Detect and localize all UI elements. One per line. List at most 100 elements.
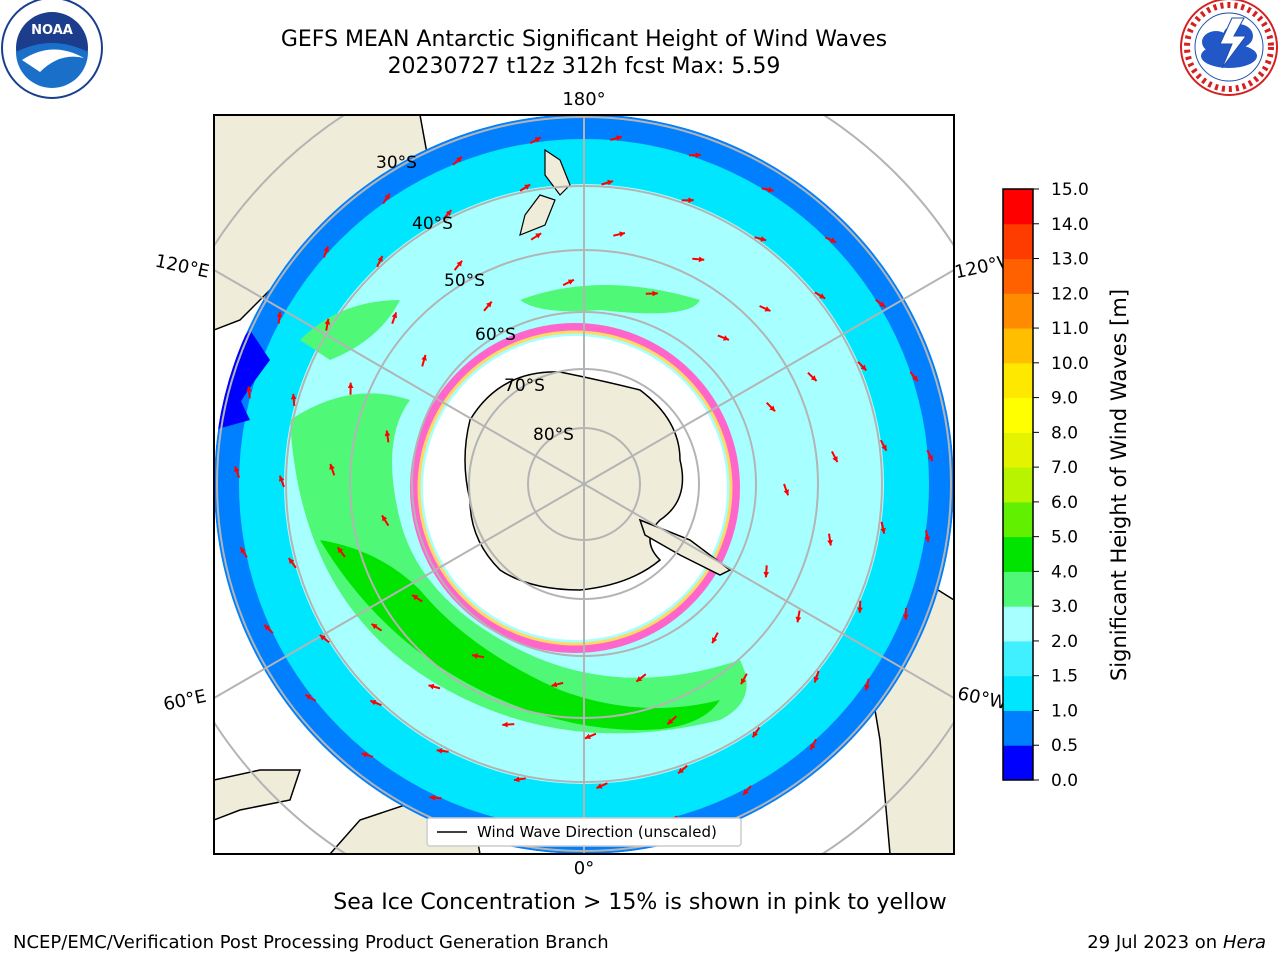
colorbar-border bbox=[1002, 188, 1034, 781]
colorbar-tick-label: 13.0 bbox=[1051, 250, 1089, 270]
footer-date: 29 Jul 2023 on bbox=[1087, 932, 1223, 953]
wave-arrow-head bbox=[678, 767, 684, 774]
wave-arrow-head bbox=[514, 776, 520, 783]
wave-arrow-head bbox=[329, 463, 335, 470]
colorbar-segment bbox=[1003, 432, 1033, 468]
colorbar-tick-label: 10.0 bbox=[1051, 354, 1089, 374]
wave-arrow-head bbox=[337, 547, 344, 554]
wave-swath-moderate bbox=[290, 393, 747, 734]
wave-arrow-head bbox=[924, 536, 931, 542]
colorbar-tick-label: 1.0 bbox=[1051, 701, 1078, 721]
lat-label-80s: 80°S bbox=[533, 425, 574, 445]
wave-arrow-head bbox=[763, 571, 770, 578]
wave-arrow-head bbox=[795, 616, 802, 623]
wave-arrow-head bbox=[456, 156, 462, 163]
wave-arrow-head bbox=[290, 393, 297, 400]
legend-label: Wind Wave Direction (unscaled) bbox=[477, 823, 717, 841]
colorbar-tick-label: 6.0 bbox=[1051, 493, 1078, 513]
wave-arrow-head bbox=[636, 676, 643, 682]
wave-arrow-head bbox=[421, 354, 427, 361]
wave-arrow-head bbox=[596, 783, 603, 789]
wave-arrow-head bbox=[927, 455, 933, 461]
colorbar-tick-label: 14.0 bbox=[1051, 215, 1089, 235]
colorbar-segment bbox=[1003, 640, 1033, 677]
colorbar-segment bbox=[1003, 328, 1033, 364]
lon-label-180: 180° bbox=[562, 89, 605, 110]
colorbar-tick-label: 15.0 bbox=[1051, 180, 1089, 200]
wave-arrow-head bbox=[234, 466, 240, 473]
colorbar-tick-label: 0.0 bbox=[1051, 771, 1078, 791]
colorbar-segment bbox=[1003, 675, 1033, 711]
lat-label-60s: 60°S bbox=[475, 325, 516, 345]
colorbar-tick-label: 0.5 bbox=[1051, 736, 1078, 756]
wave-arrow-head bbox=[879, 301, 886, 307]
wave-arrow-head bbox=[616, 135, 622, 141]
wave-arrow-head bbox=[743, 789, 749, 795]
wave-arrow-head bbox=[741, 678, 747, 685]
graticule bbox=[214, 115, 954, 854]
sea-ice-note: Sea Ice Concentration > 15% is shown in … bbox=[333, 890, 947, 915]
lon-label-60e: 60°E bbox=[162, 686, 209, 716]
colorbar-tick-label: 5.0 bbox=[1051, 528, 1078, 548]
wave-arrow-head bbox=[288, 558, 295, 564]
colorbar-segment bbox=[1003, 571, 1033, 607]
map-legend: Wind Wave Direction (unscaled) bbox=[426, 817, 742, 847]
wave-arrow-head bbox=[412, 594, 419, 601]
wave-arrow-head bbox=[712, 637, 718, 644]
lat-label-50s: 50°S bbox=[444, 271, 485, 291]
wave-arrow-head bbox=[619, 231, 625, 237]
wave-arrow-head bbox=[584, 733, 591, 739]
colorbar-segment bbox=[1003, 606, 1033, 642]
wave-arrow-head bbox=[370, 700, 377, 706]
wave-arrow-head bbox=[830, 237, 837, 243]
lat-label-70s: 70°S bbox=[504, 376, 545, 396]
wave-arrow-head bbox=[723, 335, 729, 341]
wave-arrow-head bbox=[551, 681, 558, 688]
wave-arrow-head bbox=[319, 635, 326, 641]
wave-arrow-head bbox=[752, 731, 758, 738]
wave-arrow-head bbox=[903, 614, 909, 620]
wave-arrow-head bbox=[371, 623, 378, 630]
wave-arrow-head bbox=[486, 301, 492, 308]
wave-arrow-head bbox=[768, 186, 774, 193]
wave-arrow-head bbox=[324, 318, 331, 325]
colorbar-segment bbox=[1003, 710, 1033, 746]
colorbar-segment bbox=[1003, 467, 1033, 503]
nws-logo bbox=[1180, 0, 1278, 96]
wave-arrow-head bbox=[652, 290, 658, 297]
wave-arrow-head bbox=[246, 386, 252, 392]
wave-arrow-head bbox=[445, 210, 452, 216]
wave-arrow-head bbox=[347, 382, 354, 388]
wave-arrow-head bbox=[264, 624, 271, 631]
lat-label-30s: 30°S bbox=[376, 153, 417, 173]
wave-arrow-head bbox=[688, 197, 694, 204]
wave-arrow-head bbox=[361, 752, 368, 758]
wave-arrow-head bbox=[832, 456, 838, 463]
wave-arrow-head bbox=[607, 179, 613, 186]
wave-arrow-head bbox=[377, 256, 383, 262]
map-frame bbox=[213, 114, 955, 855]
wave-arrow-head bbox=[382, 515, 388, 522]
colorbar-tick-label: 9.0 bbox=[1051, 389, 1078, 409]
madagascar-land bbox=[214, 769, 302, 821]
wave-arrow-head bbox=[502, 721, 508, 728]
wave-arrow-head bbox=[880, 527, 886, 534]
colorbar-tick-label: 7.0 bbox=[1051, 458, 1078, 478]
wave-arrow-head bbox=[864, 684, 870, 691]
wave-arrow-head bbox=[429, 794, 436, 801]
wave-arrow-head bbox=[695, 152, 701, 158]
wave-arrow-head bbox=[279, 475, 285, 482]
colorbar-segment bbox=[1003, 397, 1033, 433]
colorbar-segment bbox=[1003, 293, 1033, 329]
footer-left: NCEP/EMC/Verification Post Processing Pr… bbox=[13, 932, 609, 953]
colorbar-tick-label: 12.0 bbox=[1051, 284, 1089, 304]
wave-arrow-head bbox=[384, 193, 390, 200]
wave-arrow-head bbox=[534, 137, 541, 143]
colorbar-tick-label: 8.0 bbox=[1051, 423, 1078, 443]
wave-arrow-head bbox=[524, 184, 531, 190]
wave-arrow-head bbox=[456, 260, 463, 267]
colorbar-tick-label: 2.0 bbox=[1051, 632, 1078, 652]
colorbar-segment bbox=[1003, 501, 1033, 538]
map-area: Wind Wave Direction (unscaled) bbox=[214, 115, 954, 854]
